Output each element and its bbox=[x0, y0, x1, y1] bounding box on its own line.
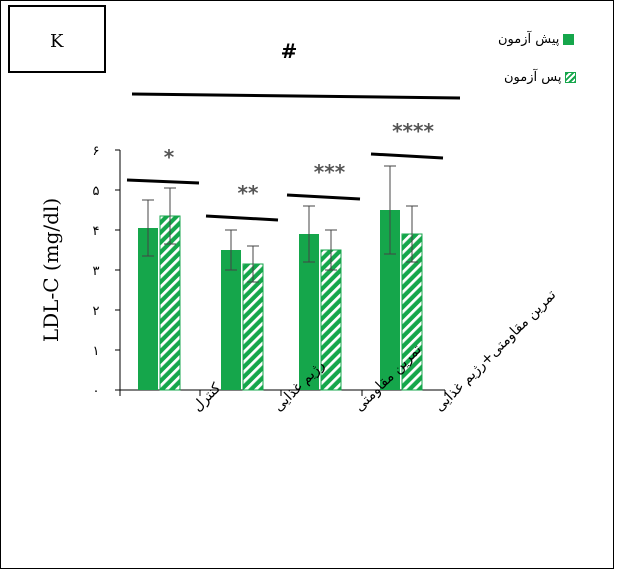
y-tick-label: ۵ bbox=[93, 184, 100, 199]
significance-line bbox=[205, 214, 279, 222]
significance-mark: * bbox=[164, 145, 175, 169]
y-tick-label: ۰ bbox=[93, 384, 100, 399]
y-tick-label: ۴ bbox=[93, 224, 100, 239]
significance-line bbox=[286, 193, 361, 201]
y-tick-label: ۶ bbox=[93, 144, 100, 159]
legend-item-posttest: پس آزمون bbox=[504, 70, 577, 85]
x-category-label: کنترل bbox=[190, 380, 225, 415]
significance-line bbox=[126, 178, 200, 185]
bar-pretest bbox=[380, 210, 400, 390]
legend-label-pretest: پیش آزمون bbox=[498, 32, 560, 47]
bar-pretest bbox=[221, 250, 241, 390]
panel-label: K bbox=[50, 31, 64, 52]
panel-label-box: K bbox=[8, 5, 106, 73]
legend-item-pretest: پیش آزمون bbox=[498, 32, 575, 47]
bar-pretest bbox=[299, 234, 319, 390]
y-tick-label: ۲ bbox=[93, 304, 100, 319]
legend-label-posttest: پس آزمون bbox=[504, 70, 562, 85]
y-tick-label: ۱ bbox=[93, 344, 100, 359]
legend-swatch-hatched bbox=[565, 72, 577, 83]
significance-mark: **** bbox=[392, 119, 434, 143]
significance-line bbox=[370, 152, 444, 160]
significance-mark: ** bbox=[238, 181, 259, 205]
bar-posttest bbox=[242, 263, 264, 391]
x-category-label: تمرین مقاومتی+رژیم غذایی bbox=[432, 287, 560, 415]
significance-mark: *** bbox=[314, 160, 346, 184]
bar-pretest bbox=[138, 228, 158, 390]
overall-significance-mark: # bbox=[281, 39, 298, 63]
y-tick-label: ۳ bbox=[93, 264, 100, 279]
y-axis-title: LDL-C (mg/dl) bbox=[39, 198, 63, 342]
overall-significance-line bbox=[131, 92, 461, 100]
legend-swatch-solid bbox=[563, 34, 575, 45]
